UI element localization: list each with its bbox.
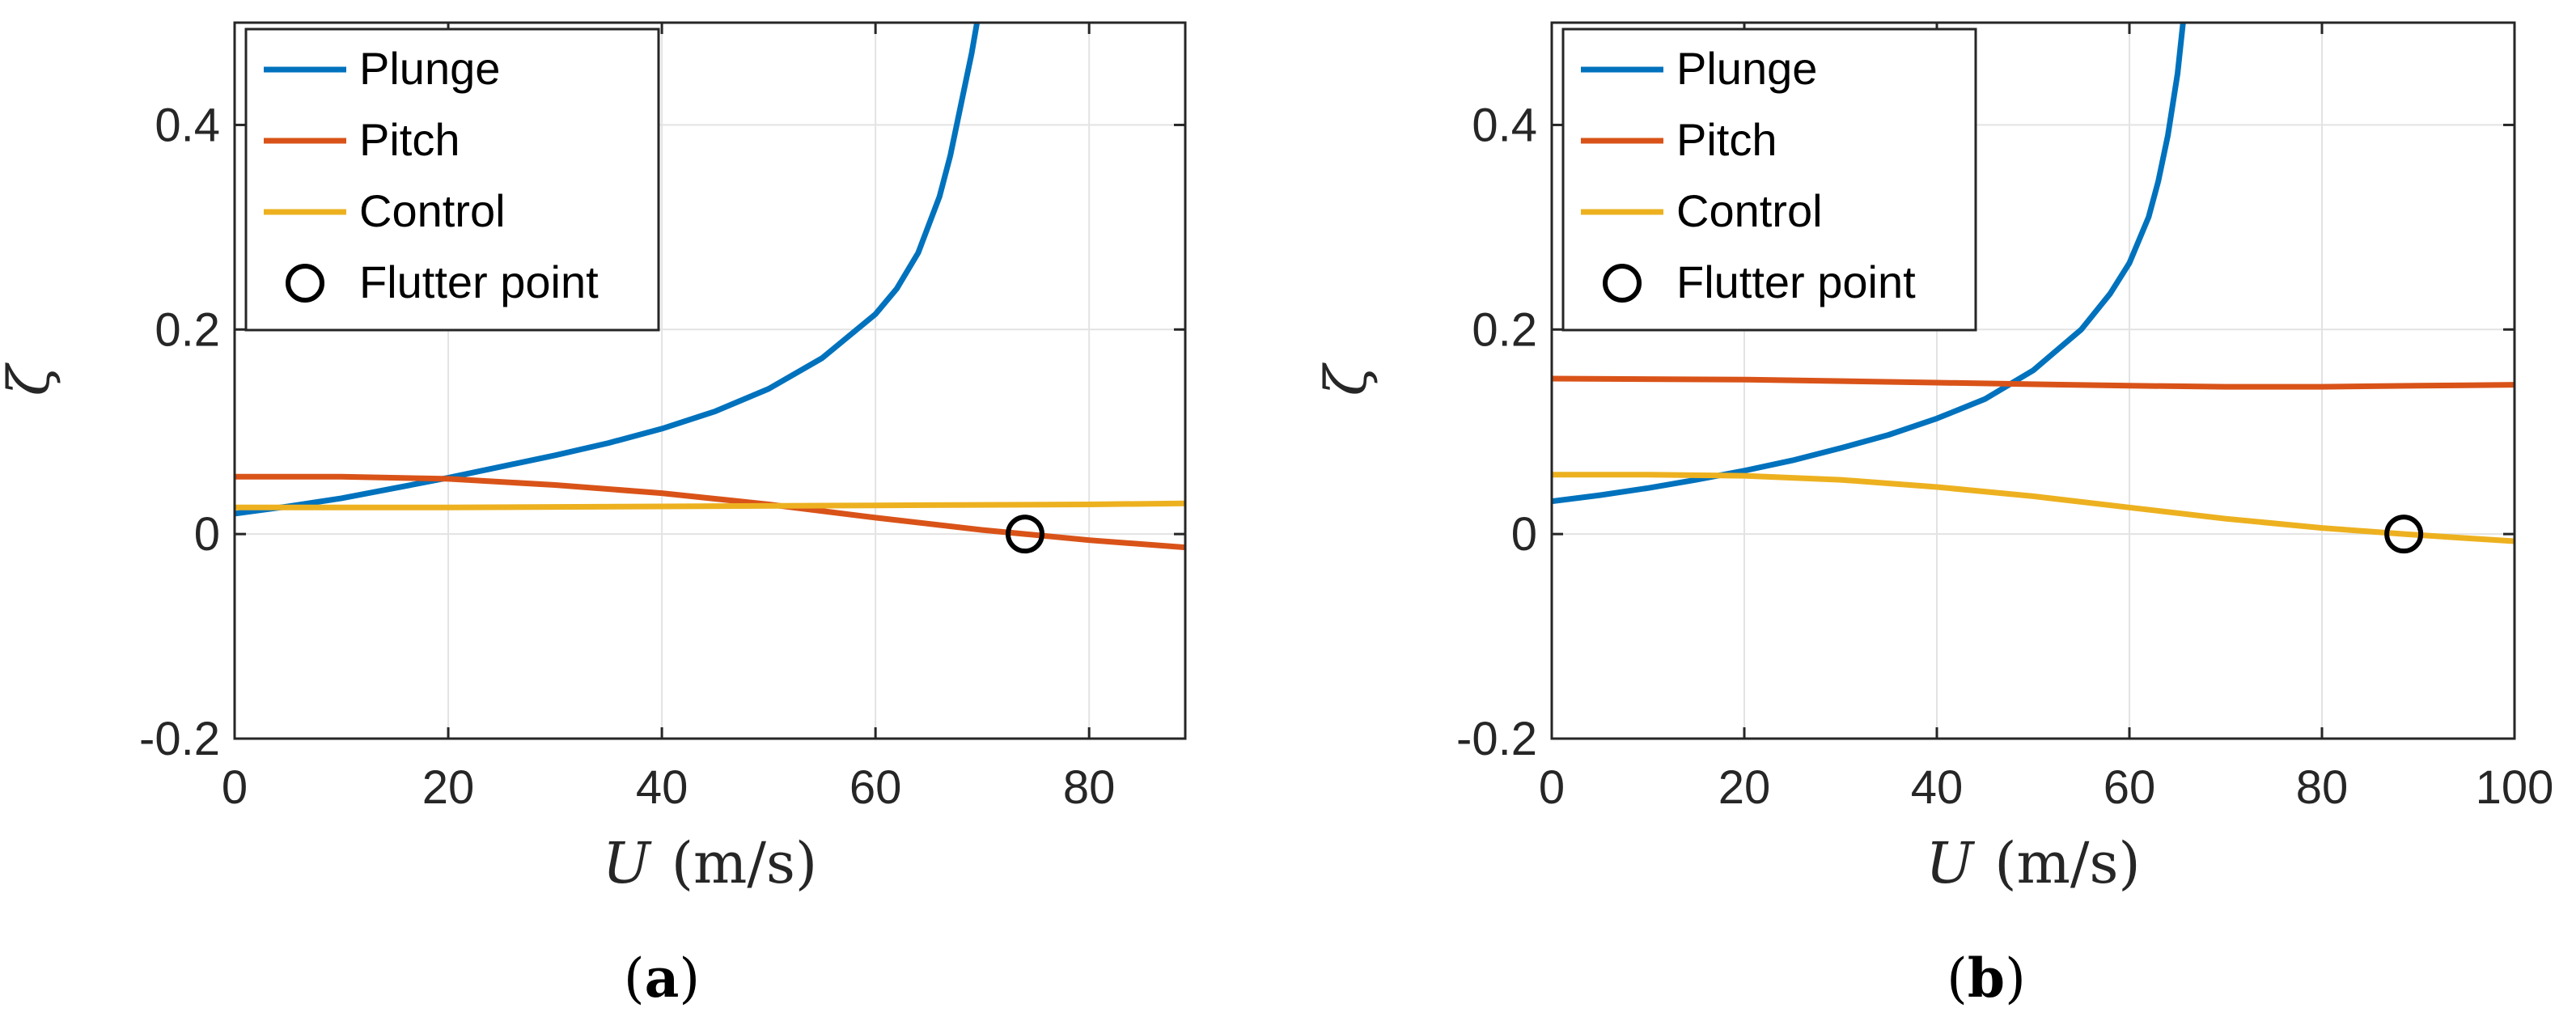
axes-frame [233, 21, 1187, 740]
legend-swatch-flutter-point [1603, 264, 1642, 303]
legend-label: Flutter point [359, 256, 599, 307]
x-tick-label: 80 [1063, 761, 1116, 814]
x-tick-label: 20 [422, 761, 475, 814]
legend: Plunge Pitch Control Flutter point [1561, 28, 1977, 332]
x-tick-label: 60 [849, 761, 902, 814]
series-line-plunge [235, 23, 981, 517]
flutter-point-marker [2384, 515, 2424, 554]
legend-swatch-flutter-point [286, 264, 324, 303]
flutter-point-marker [1005, 515, 1044, 554]
legend-label: Flutter point [1676, 256, 1916, 307]
x-tick-label: 40 [1911, 761, 1964, 814]
legend-label: Pitch [359, 114, 460, 165]
caption-close-paren: ) [2005, 947, 2026, 1010]
legend-label: Plunge [1676, 43, 1817, 94]
caption-open-paren: ( [1947, 947, 1968, 1010]
series-line-pitch [1552, 375, 2515, 390]
x-axis-variable: U [1926, 830, 1975, 896]
legend-label: Plunge [359, 43, 500, 94]
series-line-control [1552, 472, 2515, 544]
x-tick-label: 20 [1718, 761, 1771, 814]
caption-letter: b [1968, 947, 2005, 1010]
x-tick-label: 80 [2296, 761, 2349, 814]
y-axis-label: ζ [1313, 362, 1379, 396]
x-tick-label: 0 [1539, 761, 1565, 814]
x-tick-label: 100 [2476, 761, 2554, 814]
legend-label: Control [1676, 185, 1823, 236]
legend-label: Control [359, 185, 506, 236]
x-axis-unit: (m/s) [672, 830, 818, 896]
y-tick-label: 0.2 [155, 303, 220, 356]
series-line-control [235, 500, 1185, 510]
y-tick-label: 0.4 [1472, 99, 1537, 151]
caption-letter: a [645, 947, 680, 1010]
series-group [235, 23, 1185, 551]
x-tick-label: 40 [636, 761, 688, 814]
y-tick-label: 0 [194, 508, 220, 561]
x-tick-label: 0 [222, 761, 248, 814]
x-tick-label: 60 [2104, 761, 2156, 814]
panel-b: 0 20 40 60 80 100-0.200.20.4U (m/s)ζ(b)PlungeP… [1313, 21, 2554, 1010]
legend-label: Pitch [1676, 114, 1777, 165]
caption-open-paren: ( [624, 947, 645, 1010]
panel-a: 0 20 40 60 80-0.200.20.4U (m/s)ζ(a)PlungePitc… [0, 21, 1187, 1010]
axes-frame [1550, 21, 2516, 740]
legend: Plunge Pitch Control Flutter point [244, 28, 660, 332]
series-group [1552, 23, 2515, 544]
series-line-plunge [1552, 23, 2186, 505]
legend-box [244, 28, 660, 332]
y-tick-label: 0.2 [1472, 303, 1537, 356]
x-axis-unit: (m/s) [1994, 830, 2141, 896]
y-tick-label: -0.2 [139, 713, 220, 765]
y-axis-label: ζ [0, 362, 62, 396]
legend-box [1561, 28, 1977, 332]
x-axis-label: U (m/s) [603, 830, 818, 896]
caption-close-paren: ) [679, 947, 700, 1010]
panel-caption: (b) [1947, 947, 2026, 1010]
y-tick-label: 0.4 [155, 99, 220, 151]
y-tick-label: -0.2 [1456, 713, 1537, 765]
x-axis-label: U (m/s) [1926, 830, 2141, 896]
y-tick-label: 0 [1511, 508, 1537, 561]
panel-caption: (a) [624, 947, 700, 1010]
x-axis-variable: U [603, 830, 652, 896]
